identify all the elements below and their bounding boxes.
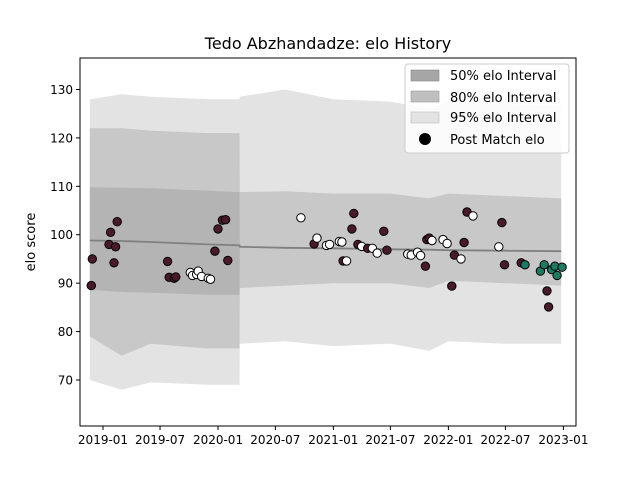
mean-line-layer [89,239,562,253]
x-tick-label: 2021-01 [308,433,358,447]
y-tick-label: 70 [58,374,73,388]
y-axis: 70 80 90 100 110 120 130 [50,83,80,388]
data-point-loss [109,258,119,268]
data-point-loss [220,215,231,225]
data-point-draw [324,239,335,250]
data-point-loss [162,256,173,267]
legend-frame [404,63,570,154]
y-tick-label: 110 [50,180,73,194]
legend-swatch-80 [410,90,440,103]
x-axis: 2019-01 2019-07 2020-01 2020-07 2021-01 2021-… [78,426,588,447]
y-tick-label: 80 [58,325,73,339]
points-layer [86,207,567,312]
data-point-draw [337,237,347,247]
y-tick-label: 100 [50,228,73,242]
legend-label-post-match: Post Match elo [450,133,545,148]
legend-marker-post-match [419,133,431,145]
data-point-loss [349,208,359,219]
data-point-draw [205,274,216,284]
data-point-draw [427,235,437,246]
x-tick-label: 2022-07 [480,433,530,447]
data-point-loss [112,217,122,227]
data-point-loss [459,237,469,248]
legend-label-95: 95% elo Interval [450,111,557,126]
data-point-loss [499,260,510,270]
x-tick-label: 2019-01 [78,433,128,447]
legend-swatch-50 [410,69,440,82]
data-point-loss [382,245,392,255]
x-tick-label: 2020-01 [193,433,243,447]
data-point-draw [312,233,322,243]
x-tick-label: 2021-07 [365,433,415,447]
data-point-loss [347,224,357,234]
mean-line [89,239,562,253]
legend-label-80: 80% elo Interval [450,91,557,106]
data-point-loss [210,246,220,256]
legend-swatch-95 [410,111,440,124]
data-point-win [539,260,549,270]
data-point-loss [171,272,181,282]
band-50 [89,187,562,295]
y-tick-label: 130 [50,83,73,97]
x-tick-label: 2019-07 [135,433,185,447]
data-point-loss [86,280,97,291]
data-point-draw [296,213,306,223]
data-point-loss [110,242,121,252]
legend: 50% elo Interval 80% elo Interval 95% el… [404,63,570,154]
data-point-loss [543,302,554,312]
data-point-loss [223,255,233,266]
y-axis-label: elo score [24,213,39,272]
legend-label-50: 50% elo Interval [450,69,557,84]
data-point-win [557,262,567,272]
data-point-draw [415,250,426,261]
data-point-loss [497,217,507,228]
x-tick-label: 2023-01 [538,433,588,447]
data-point-loss [379,226,389,237]
data-point-loss [213,224,223,234]
data-point-draw [372,248,382,258]
data-point-draw [341,256,352,266]
plot-frame [79,57,577,427]
data-point-draw [442,238,452,249]
data-point-loss [87,254,98,264]
data-point-draw [468,211,478,221]
data-point-draw [494,242,504,252]
data-point-draw [456,254,466,264]
data-point-loss [542,286,552,296]
data-point-loss [105,227,116,238]
chart-title: Tedo Abzhandadze: elo History [204,34,451,53]
data-point-loss [420,261,431,271]
data-point-loss [447,281,457,291]
y-tick-label: 90 [58,277,73,291]
x-tick-label: 2022-01 [423,433,473,447]
data-point-win [552,270,562,281]
y-tick-label: 120 [50,131,73,145]
x-tick-label: 2020-07 [250,433,300,447]
data-point-win [520,260,530,270]
